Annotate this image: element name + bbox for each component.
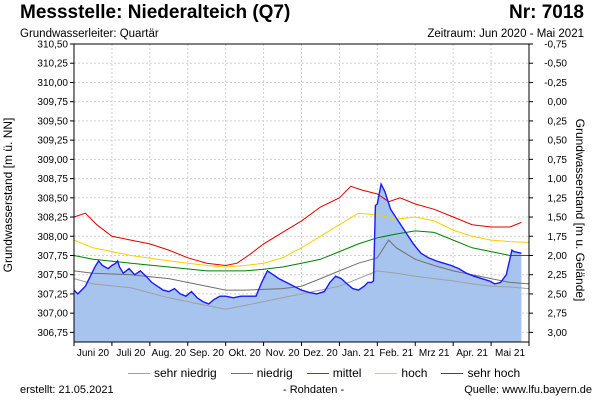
x-tick-label: Okt. 20 [229,348,262,359]
y-tick-label-right: 3,00 [548,328,568,339]
y-tick-label-left: 307,50 [37,270,68,281]
raw-data-note: - Rohdaten - [283,384,345,396]
y-tick-label-right: -0,50 [544,59,567,70]
series-line-hoch [73,212,530,268]
y-tick-label-left: 308,50 [37,193,68,204]
y-tick-label-left: 310,00 [37,78,68,89]
y-ticks-right: -0,75 -0,50 -0,25 0,00 0,25 0,50 0,75 1,00 1,25 1… [529,40,567,339]
legend-item-niedrig: niedrig [230,366,293,380]
y-tick-label-left: 310,50 [37,40,68,51]
y-tick-label-left: 308,25 [37,213,68,224]
legend-swatch [441,372,464,374]
legend: sehr niedrig niedrig mittel hoch sehr ho… [128,366,534,380]
x-tick-label: Nov. 20 [266,348,300,359]
legend-label: hoch [401,366,428,380]
rohdaten-area [74,184,522,342]
x-tick-label: Apr. 21 [456,348,488,359]
aquifer-subtitle: Grundwasserleiter: Quartär [20,28,159,40]
x-tick-label: Mai 21 [495,348,525,359]
x-tick-label: Sep. 20 [189,348,224,359]
y-tick-label-left: 308,00 [37,232,68,243]
y-ticks-left: 310,50 310,25 310,00 309,75 309,50 309,25 309,… [37,40,74,339]
legend-item-mittel: mittel [306,366,362,380]
station-number: Nr: 7018 [509,2,584,23]
y-tick-label-right: 0,25 [548,116,568,127]
x-tick-label: Jan. 21 [342,348,375,359]
legend-label: niedrig [256,366,293,380]
y-tick-label-left: 310,25 [37,59,68,70]
y-tick-label-right: -0,25 [544,78,567,89]
x-tick-label: Feb. 21 [379,348,413,359]
legend-swatch [306,372,329,374]
chart-title: Messstelle: Niederalteich (Q7) [20,2,291,23]
y-tick-label-right: -0,75 [544,40,567,51]
y-tick-label-left: 306,75 [37,328,68,339]
y-tick-label-right: 0,75 [548,155,568,166]
legend-item-sehr-niedrig: sehr niedrig [128,366,217,380]
legend-item-sehr-hoch: sehr hoch [441,366,520,380]
y-tick-label-right: 2,75 [548,309,568,320]
legend-label: sehr niedrig [154,366,217,380]
y-tick-label-left: 309,00 [37,155,68,166]
y-tick-label-right: 2,00 [548,251,568,262]
created-date: erstellt: 21.05.2021 [20,384,114,396]
legend-item-hoch: hoch [375,366,427,380]
y-tick-label-left: 307,25 [37,289,68,300]
y-tick-label-right: 1,00 [548,174,568,185]
y-tick-label-right: 1,50 [548,213,568,224]
time-period: Zeitraum: Jun 2020 - Mai 2021 [427,28,584,40]
legend-swatch [375,372,398,374]
series-line-sehr-niedrig [73,270,530,310]
y-tick-label-left: 309,75 [37,97,68,108]
y-tick-label-left: 309,50 [37,116,68,127]
x-tick-label: Juni 20 [77,348,110,359]
x-tick-label: Dez. 20 [303,348,338,359]
y-tick-label-right: 0,00 [548,97,568,108]
series-line-sehr-hoch [73,185,522,267]
series-line-niedrig [73,239,530,291]
legend-swatch [230,372,253,374]
x-tick-label: Aug. 20 [152,348,187,359]
rohdaten-line [73,181,522,305]
y-tick-label-right: 0,50 [548,136,568,147]
source-link[interactable]: Quelle: www.lfu.bayern.de [464,384,592,396]
x-ticks: Juni 20 Juli 20 Aug. 20 Sep. 20 Okt. 20 Nov. … [73,342,530,359]
y-tick-label-right: 2,25 [548,270,568,281]
rohdaten-area-fill [74,184,522,342]
x-tick-label: Juli 20 [116,348,145,359]
y-tick-label-right: 1,75 [548,232,568,243]
y-tick-label-right: 2,50 [548,289,568,300]
y-tick-label-left: 308,75 [37,174,68,185]
percentile-lines [73,185,530,310]
y-tick-label-left: 307,00 [37,309,68,320]
y-tick-label-right: 1,25 [548,193,568,204]
rohdaten-line-group [73,181,522,305]
series-line-mittel [73,230,529,272]
y-tick-label-left: 309,25 [37,136,68,147]
x-tick-label: Mrz 21 [419,348,450,359]
legend-label: sehr hoch [467,366,521,380]
legend-label: mittel [332,366,362,380]
legend-swatch [128,372,150,374]
y-tick-label-left: 307,75 [37,251,68,262]
